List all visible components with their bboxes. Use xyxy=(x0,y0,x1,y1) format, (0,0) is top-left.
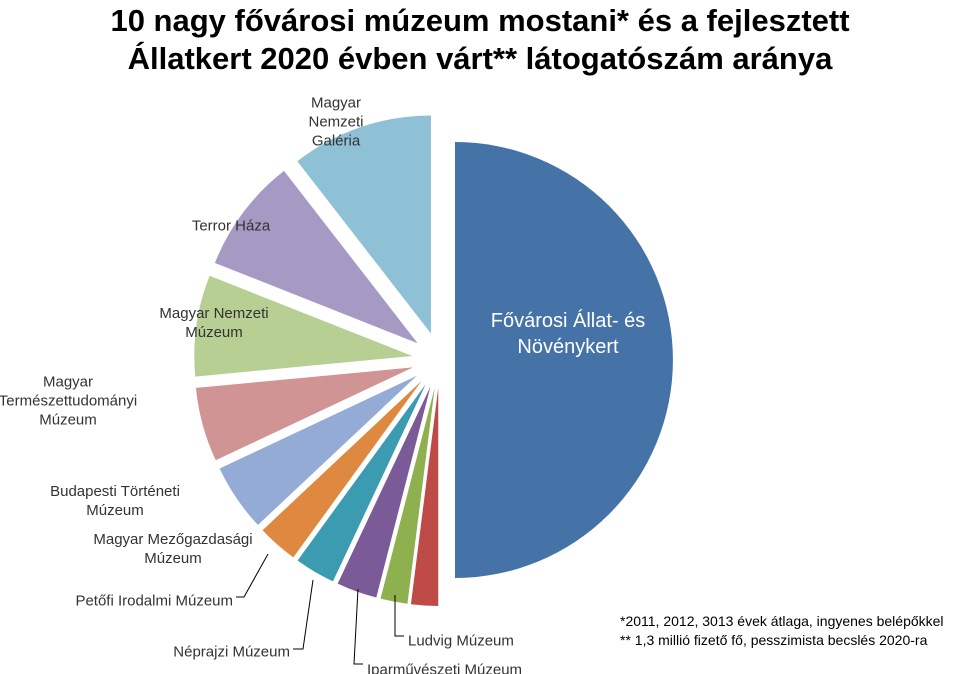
leader-line-5 xyxy=(236,553,269,598)
pie-slice-9 xyxy=(194,275,413,377)
chart-title: 10 nagy fővárosi múzeum mostani* és a fe… xyxy=(0,2,960,78)
slice-label-11: Magyar Nemzeti Galéria xyxy=(308,94,363,149)
pie-slice-10 xyxy=(214,170,418,344)
slice-label-8: Magyar Természettudományi Múzeum xyxy=(0,373,137,428)
footnote-2: ** 1,3 millió fizető fő, pesszimista bec… xyxy=(620,632,928,648)
pie-slice-1 xyxy=(455,142,673,578)
slice-label-4: Néprajzi Múzeum xyxy=(173,643,290,660)
slice-label-9: Magyar Nemzeti Múzeum xyxy=(159,305,268,341)
slice-label-6: Magyar Mezőgazdasági Múzeum xyxy=(93,531,252,567)
leader-line-4 xyxy=(293,579,314,650)
pie-slice-6 xyxy=(262,381,422,558)
slice-label-2: Ludvig Múzeum xyxy=(408,632,514,649)
chart-title-line-2: Állatkert 2020 évben várt** látogatószám… xyxy=(127,41,833,76)
slice-label-7: Budapesti Történeti Múzeum xyxy=(50,483,180,519)
slice-label-1: Fővárosi Állat- és Növénykert xyxy=(491,309,646,358)
leader-line-3 xyxy=(353,588,363,665)
slice-label-5: Petőfi Irodalmi Múzeum xyxy=(75,592,233,609)
pie-slice-4 xyxy=(337,386,431,598)
chart-title-line-1: 10 nagy fővárosi múzeum mostani* és a fe… xyxy=(110,3,850,38)
slice-label-10: Terror Háza xyxy=(192,217,271,234)
leader-line-2 xyxy=(394,595,404,637)
pie-slice-8 xyxy=(195,367,413,461)
footnotes: *2011, 2012, 3013 évek átlaga, ingyenes … xyxy=(620,612,944,650)
pie-slice-11 xyxy=(297,115,431,334)
pie-slice-5 xyxy=(297,384,426,582)
pie-slice-7 xyxy=(219,375,417,525)
pie-slice-3 xyxy=(380,387,435,604)
footnote-1: *2011, 2012, 3013 évek átlaga, ingyenes … xyxy=(620,613,944,629)
slice-label-3: Iparművészeti Múzeum xyxy=(367,661,522,674)
pie-slice-2 xyxy=(410,387,439,606)
